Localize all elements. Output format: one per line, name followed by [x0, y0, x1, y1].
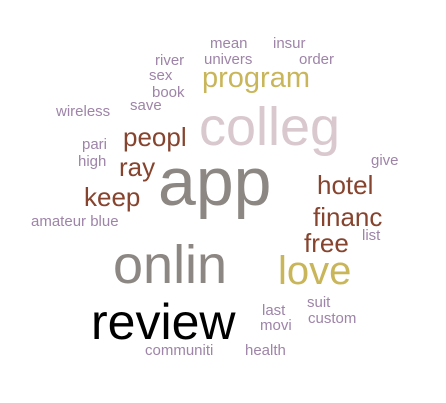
word-colleg: colleg — [199, 97, 341, 157]
word-app: app — [158, 144, 272, 220]
word-review: review — [91, 294, 236, 350]
word-order: order — [299, 51, 335, 68]
word-book: book — [152, 84, 185, 101]
word-hotel: hotel — [317, 170, 374, 200]
word-list: list — [362, 227, 381, 244]
word-onlin: onlin — [113, 235, 228, 295]
word-pari: pari — [82, 136, 108, 153]
word-communiti: communiti — [145, 342, 214, 359]
word-sex: sex — [149, 67, 173, 84]
word-movi: movi — [260, 317, 292, 334]
word-wireless: wireless — [56, 103, 111, 120]
word-keep: keep — [84, 182, 141, 212]
word-custom: custom — [308, 310, 357, 327]
word-high: high — [78, 153, 107, 170]
word-program: program — [202, 62, 310, 94]
word-financ: financ — [313, 202, 383, 232]
word-health: health — [245, 342, 286, 359]
word-amateur-blue: amateur blue — [31, 213, 119, 230]
word-save: save — [130, 97, 162, 114]
word-last: last — [262, 302, 286, 319]
word-ray: ray — [119, 152, 156, 182]
word-give: give — [371, 152, 399, 169]
word-insur: insur — [273, 35, 306, 52]
word-mean: mean — [210, 35, 248, 52]
word-free: free — [304, 228, 349, 258]
word-peopl: peopl — [123, 122, 187, 152]
word-love: love — [278, 249, 352, 293]
word-river: river — [155, 52, 185, 69]
word-suit: suit — [307, 294, 331, 311]
word-univers: univers — [204, 51, 253, 68]
